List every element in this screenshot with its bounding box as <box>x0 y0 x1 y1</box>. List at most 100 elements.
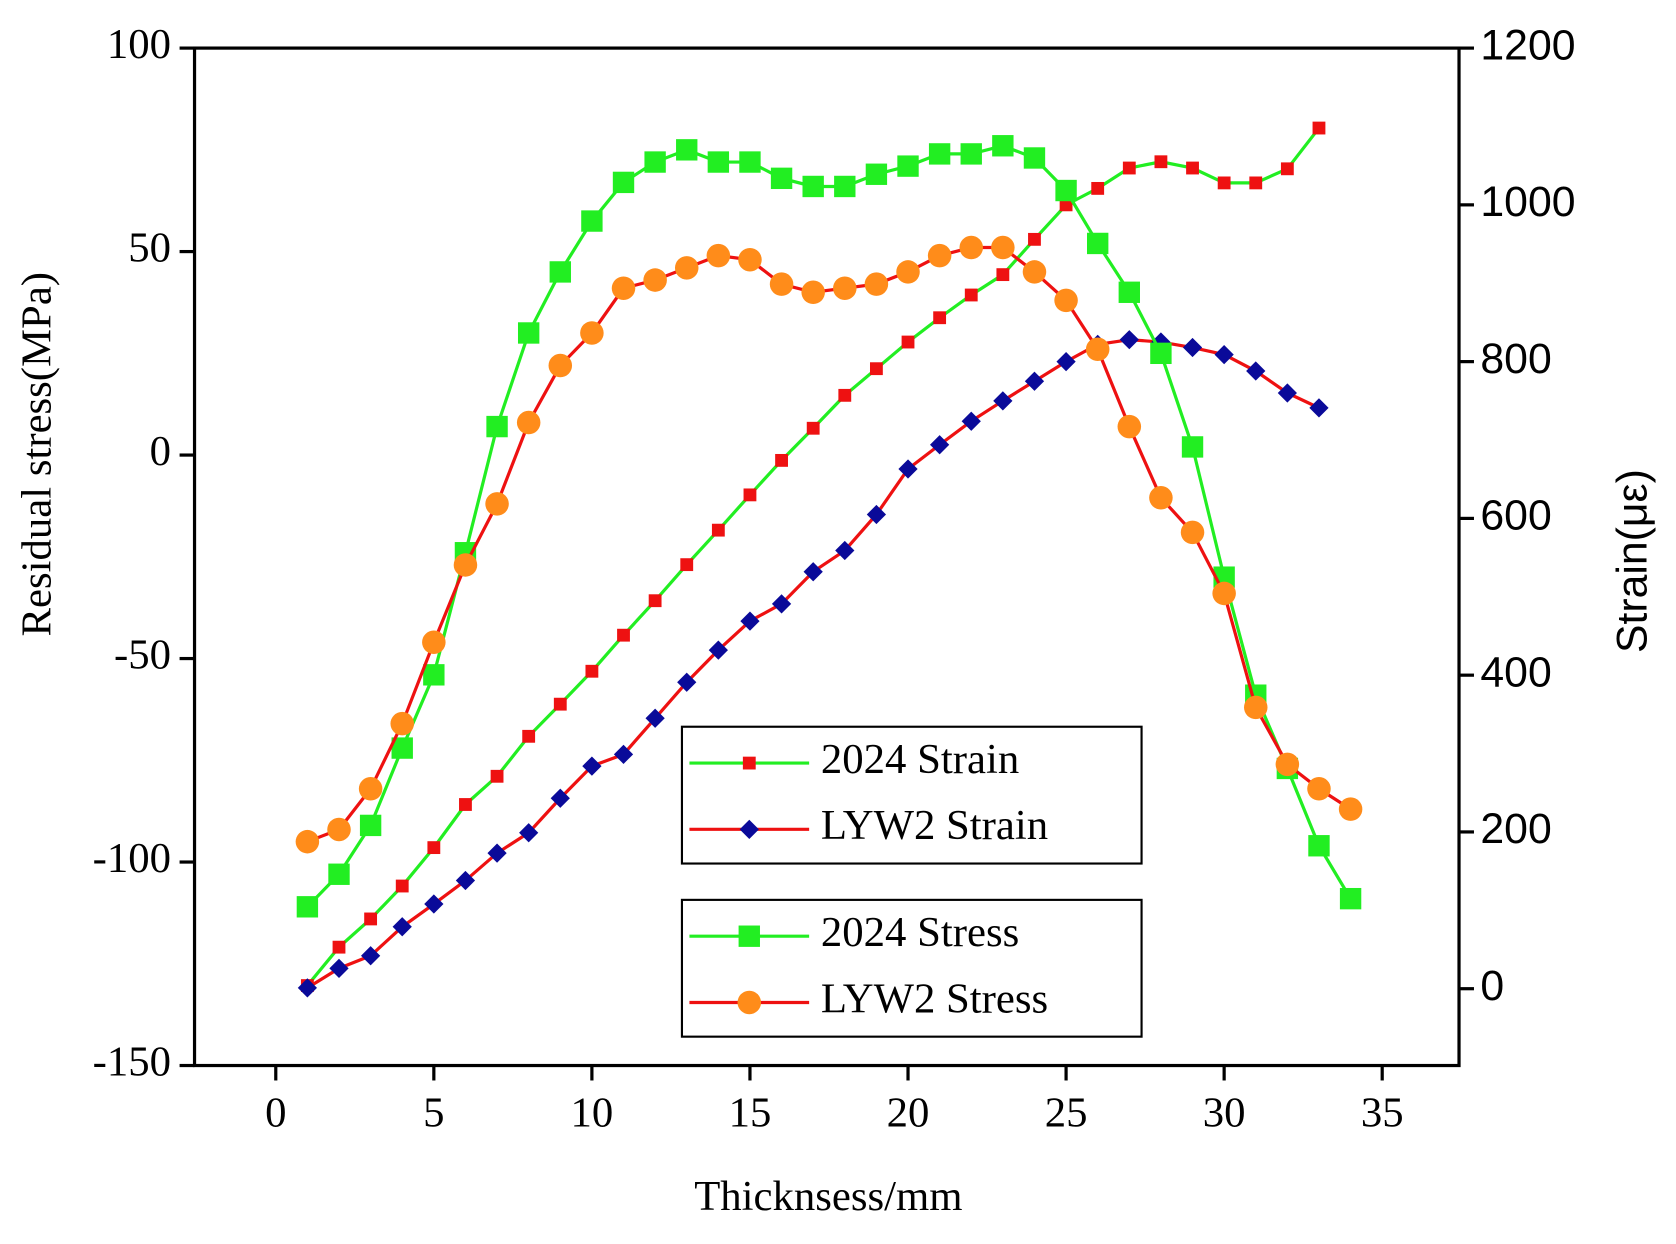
marker <box>612 171 635 194</box>
marker <box>964 288 978 302</box>
x-tick-label: 25 <box>1045 1090 1088 1137</box>
marker <box>1087 232 1109 255</box>
marker <box>770 167 793 190</box>
y2-tick-label: 0 <box>1480 962 1504 1010</box>
marker <box>1338 797 1363 821</box>
marker <box>1217 176 1231 190</box>
marker <box>644 151 666 173</box>
marker <box>617 628 630 642</box>
marker <box>581 210 603 232</box>
marker <box>517 322 540 344</box>
marker <box>1243 695 1268 720</box>
y-axis-label: Residual stress(MPa) <box>13 272 60 637</box>
legend-label: 2024 Strain <box>821 736 1019 783</box>
marker <box>738 247 762 272</box>
marker <box>359 814 382 837</box>
marker <box>1186 161 1199 175</box>
legend-marker <box>737 990 762 1015</box>
legend-label: LYW2 Stress <box>821 975 1048 1022</box>
marker <box>1024 371 1045 391</box>
marker <box>1149 486 1173 510</box>
marker <box>1280 162 1294 176</box>
marker <box>676 139 698 161</box>
marker <box>1059 198 1073 212</box>
legend-box <box>680 725 1143 865</box>
marker <box>1308 835 1330 857</box>
y-tick-label: -150 <box>93 1038 171 1085</box>
marker <box>708 640 728 660</box>
marker <box>1091 181 1105 195</box>
marker <box>516 410 541 435</box>
marker <box>1022 260 1047 284</box>
series-line <box>306 338 1320 990</box>
marker <box>1309 398 1329 418</box>
x-tick-label: 10 <box>571 1090 614 1137</box>
marker <box>295 829 320 854</box>
marker <box>806 421 820 435</box>
marker <box>743 488 757 502</box>
y2-tick-label: 600 <box>1480 492 1551 540</box>
marker <box>1085 337 1110 362</box>
legend-marker <box>738 925 760 947</box>
y2-tick-label: 200 <box>1480 805 1551 853</box>
marker <box>585 664 599 678</box>
marker <box>674 256 699 280</box>
marker <box>297 978 318 998</box>
marker <box>1312 121 1326 135</box>
x-tick-label: 5 <box>423 1090 444 1137</box>
marker <box>1028 232 1041 246</box>
marker <box>553 697 567 711</box>
marker <box>835 540 855 561</box>
marker <box>992 135 1014 157</box>
marker <box>358 777 383 801</box>
marker <box>865 163 888 185</box>
marker <box>1119 330 1139 350</box>
marker <box>959 235 984 260</box>
y2-tick-label: 1000 <box>1480 178 1575 226</box>
marker <box>833 276 857 300</box>
marker <box>991 235 1015 260</box>
marker <box>801 280 825 305</box>
marker <box>453 553 478 577</box>
marker <box>522 729 536 743</box>
marker <box>329 958 349 978</box>
marker <box>1122 161 1136 175</box>
marker <box>901 335 915 349</box>
marker <box>1307 777 1331 801</box>
marker <box>1214 344 1234 365</box>
y2-axis-label: Strain(με) <box>1609 469 1657 653</box>
marker <box>1180 520 1205 545</box>
marker <box>490 769 504 783</box>
x-tick-label: 35 <box>1361 1090 1404 1137</box>
y2-tick-label: 400 <box>1480 648 1551 696</box>
marker <box>896 260 920 284</box>
x-tick-label: 30 <box>1203 1090 1246 1137</box>
marker <box>1150 342 1172 365</box>
marker <box>933 311 947 325</box>
y-tick-label: 100 <box>107 21 171 68</box>
marker <box>707 151 730 173</box>
marker <box>1154 155 1168 169</box>
marker <box>648 594 662 608</box>
marker <box>487 843 507 863</box>
marker <box>1117 414 1142 439</box>
marker <box>869 362 883 376</box>
marker <box>485 492 509 516</box>
marker <box>834 175 856 198</box>
marker <box>580 321 604 345</box>
marker <box>549 261 571 283</box>
marker <box>996 268 1010 282</box>
legend-box <box>680 898 1143 1038</box>
marker <box>332 940 346 954</box>
legend-label: 2024 Stress <box>821 909 1019 956</box>
series-line <box>306 245 1352 844</box>
x-tick-label: 20 <box>887 1090 930 1137</box>
marker <box>548 353 573 378</box>
legend-label: LYW2 Strain <box>821 802 1048 849</box>
marker <box>711 523 725 537</box>
plot-frame <box>192 46 1461 1068</box>
marker <box>328 863 350 885</box>
marker <box>390 711 414 736</box>
marker <box>364 912 378 926</box>
